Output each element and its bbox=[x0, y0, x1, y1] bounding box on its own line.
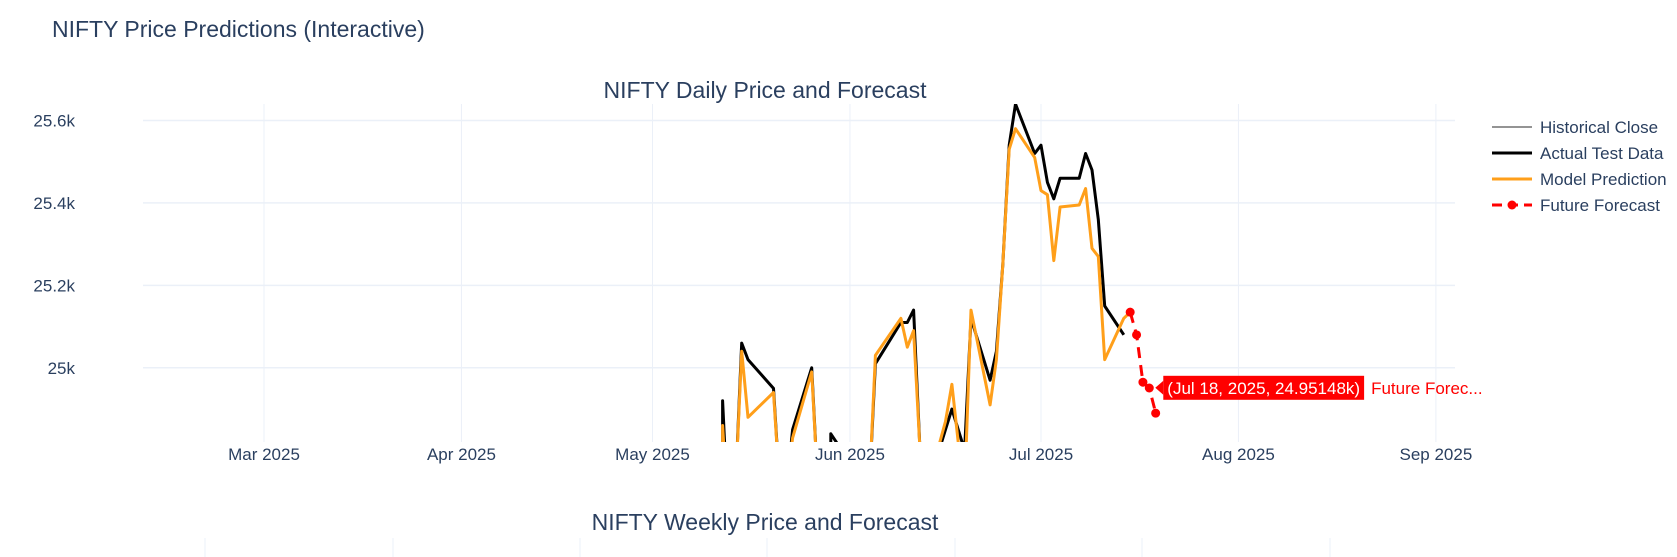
chart-legend[interactable]: Historical Close Actual Test Data Model Pr… bbox=[1492, 118, 1667, 215]
legend-label: Future Forecast bbox=[1540, 196, 1660, 215]
legend-label: Model Prediction bbox=[1540, 170, 1667, 189]
y-tick-label: 25.2k bbox=[33, 276, 75, 295]
y-tick-label: 25.6k bbox=[33, 111, 75, 130]
x-tick-label: Sep 2025 bbox=[1399, 445, 1472, 464]
series-line-future-forecast[interactable] bbox=[1128, 311, 1158, 414]
legend-item-future-forecast[interactable]: Future Forecast bbox=[1492, 196, 1660, 215]
hover-tooltip: (Jul 18, 2025, 24.95148k) Future Forec... bbox=[1155, 375, 1483, 400]
tooltip-series-name: Future Forec... bbox=[1371, 379, 1482, 398]
legend-label: Actual Test Data bbox=[1540, 144, 1664, 163]
forecast-point[interactable] bbox=[1132, 330, 1142, 340]
legend-item-actual-test-data[interactable]: Actual Test Data bbox=[1492, 144, 1664, 163]
tooltip-box bbox=[1163, 375, 1365, 400]
chart-title-weekly: NIFTY Weekly Price and Forecast bbox=[592, 509, 939, 535]
series-line-actual-test-data[interactable] bbox=[721, 104, 1126, 533]
tooltip-pointer bbox=[1155, 380, 1164, 395]
legend-marker bbox=[1507, 200, 1517, 210]
series-line-model-prediction[interactable] bbox=[721, 127, 1132, 533]
y-tick-label: 25k bbox=[48, 359, 76, 378]
x-tick-label: Jun 2025 bbox=[815, 445, 885, 464]
chart-series[interactable] bbox=[721, 104, 1158, 533]
x-tick-label: Mar 2025 bbox=[228, 445, 300, 464]
chart-title-daily: NIFTY Daily Price and Forecast bbox=[604, 77, 928, 103]
weekly-chart-gridlines bbox=[204, 538, 1331, 557]
chart-gridlines bbox=[143, 104, 1455, 442]
forecast-point[interactable] bbox=[1138, 377, 1148, 387]
tooltip-value: (Jul 18, 2025, 24.95148k) bbox=[1167, 379, 1360, 398]
x-tick-label: Aug 2025 bbox=[1202, 445, 1275, 464]
forecast-point[interactable] bbox=[1125, 307, 1135, 317]
x-tick-label: May 2025 bbox=[615, 445, 690, 464]
legend-label: Historical Close bbox=[1540, 118, 1658, 137]
x-tick-label: Jul 2025 bbox=[1009, 445, 1073, 464]
legend-item-model-prediction[interactable]: Model Prediction bbox=[1492, 170, 1667, 189]
forecast-point[interactable] bbox=[1144, 383, 1154, 393]
y-tick-label: 25.4k bbox=[33, 194, 75, 213]
chart-markers[interactable] bbox=[1125, 307, 1161, 418]
legend-item-historical-close[interactable]: Historical Close bbox=[1492, 118, 1658, 137]
page-title: NIFTY Price Predictions (Interactive) bbox=[52, 16, 425, 42]
x-tick-label: Apr 2025 bbox=[427, 445, 496, 464]
chart-axes: Mar 2025 Apr 2025 May 2025 Jun 2025 Jul 2025… bbox=[33, 111, 1472, 464]
forecast-point[interactable] bbox=[1151, 408, 1161, 418]
